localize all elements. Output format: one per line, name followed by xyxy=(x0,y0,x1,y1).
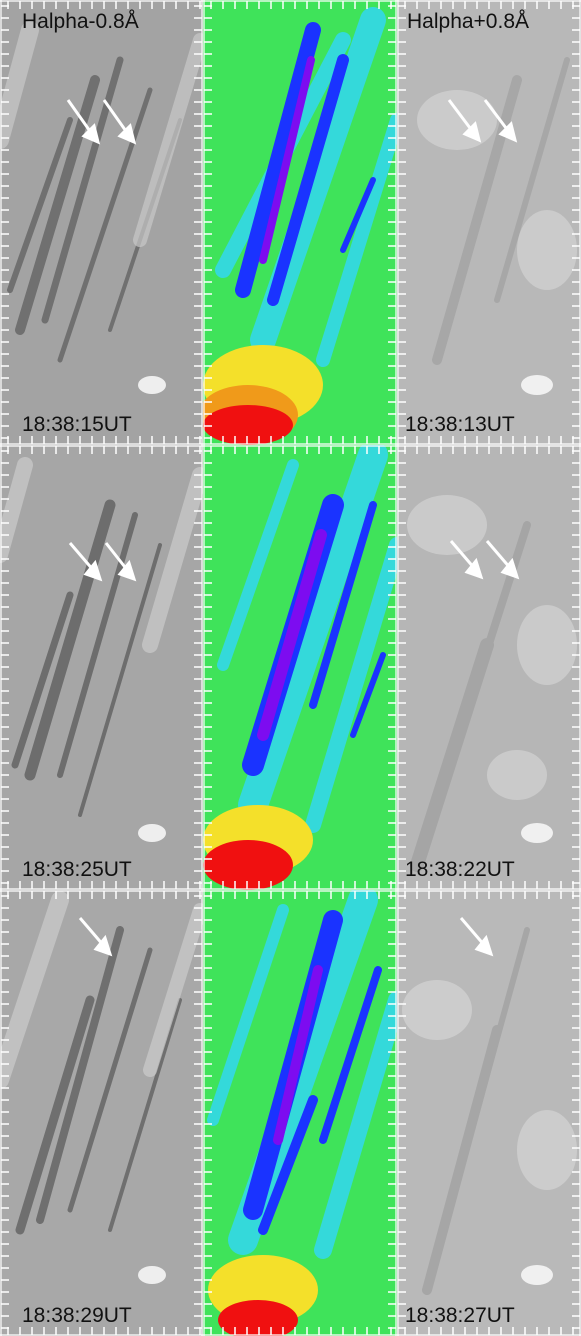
halpha-red-wing-image: 18:38:22UT xyxy=(397,445,581,890)
halpha-blue-wing-image: 18:38:25UT xyxy=(0,445,203,890)
doppler-velocity-map xyxy=(203,890,397,1336)
halpha-red-wing-texture xyxy=(397,0,581,445)
halpha-red-wing-image: Halpha+0.8Å 18:38:13UT xyxy=(397,0,581,445)
halpha-blue-wing-texture xyxy=(0,890,203,1336)
row-2: 18:38:25UT xyxy=(0,445,581,890)
right-timestamp: 18:38:27UT xyxy=(405,1304,515,1327)
doppler-colormap-texture xyxy=(203,445,397,890)
halpha-blue-wing-image: Halpha-0.8Å 18:38:15UT xyxy=(0,0,203,445)
left-timestamp: 18:38:15UT xyxy=(22,413,132,436)
halpha-red-wing-image: 18:38:27UT xyxy=(397,890,581,1336)
halpha-blue-wing-texture xyxy=(0,0,203,445)
doppler-colormap-texture xyxy=(203,890,397,1336)
doppler-velocity-map xyxy=(203,0,397,445)
row-3: 18:38:29UT xyxy=(0,890,581,1336)
right-wavelength-title: Halpha+0.8Å xyxy=(407,10,530,33)
right-timestamp: 18:38:13UT xyxy=(405,413,515,436)
halpha-blue-wing-image: 18:38:29UT xyxy=(0,890,203,1336)
halpha-red-wing-texture xyxy=(397,445,581,890)
right-timestamp: 18:38:22UT xyxy=(405,858,515,881)
halpha-blue-wing-texture xyxy=(0,445,203,890)
doppler-colormap-texture xyxy=(203,0,397,445)
left-wavelength-title: Halpha-0.8Å xyxy=(22,10,139,33)
halpha-red-wing-texture xyxy=(397,890,581,1336)
left-timestamp: 18:38:25UT xyxy=(22,858,132,881)
row-1: Halpha-0.8Å 18:38:15UT xyxy=(0,0,581,445)
doppler-velocity-map xyxy=(203,445,397,890)
left-timestamp: 18:38:29UT xyxy=(22,1304,132,1327)
